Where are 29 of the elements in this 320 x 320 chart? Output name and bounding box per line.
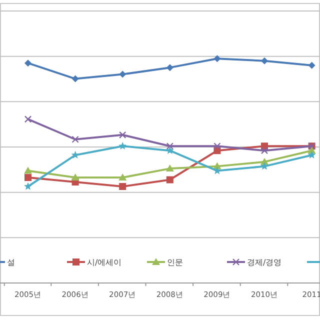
point	[166, 164, 174, 172]
point	[261, 57, 268, 64]
point	[71, 150, 80, 158]
legend-label: 시/에세이	[87, 258, 122, 267]
point	[72, 75, 79, 82]
legend-label: 경제/경영	[247, 258, 282, 267]
point	[308, 150, 316, 158]
legend-label: 인문	[167, 258, 183, 267]
point	[24, 116, 32, 123]
point	[166, 142, 174, 150]
point	[24, 166, 32, 174]
point	[166, 176, 174, 184]
point	[119, 70, 126, 78]
point	[166, 64, 174, 72]
point	[166, 146, 174, 154]
point	[24, 182, 32, 190]
legend-label: 설	[7, 258, 15, 267]
point	[71, 174, 80, 181]
point	[308, 62, 316, 69]
point	[24, 60, 32, 67]
point	[72, 136, 79, 143]
point	[260, 147, 268, 154]
point	[119, 131, 126, 138]
point	[119, 183, 126, 190]
point	[214, 142, 221, 150]
point	[214, 55, 221, 62]
point	[118, 142, 127, 150]
point	[24, 174, 32, 182]
point	[118, 174, 127, 181]
